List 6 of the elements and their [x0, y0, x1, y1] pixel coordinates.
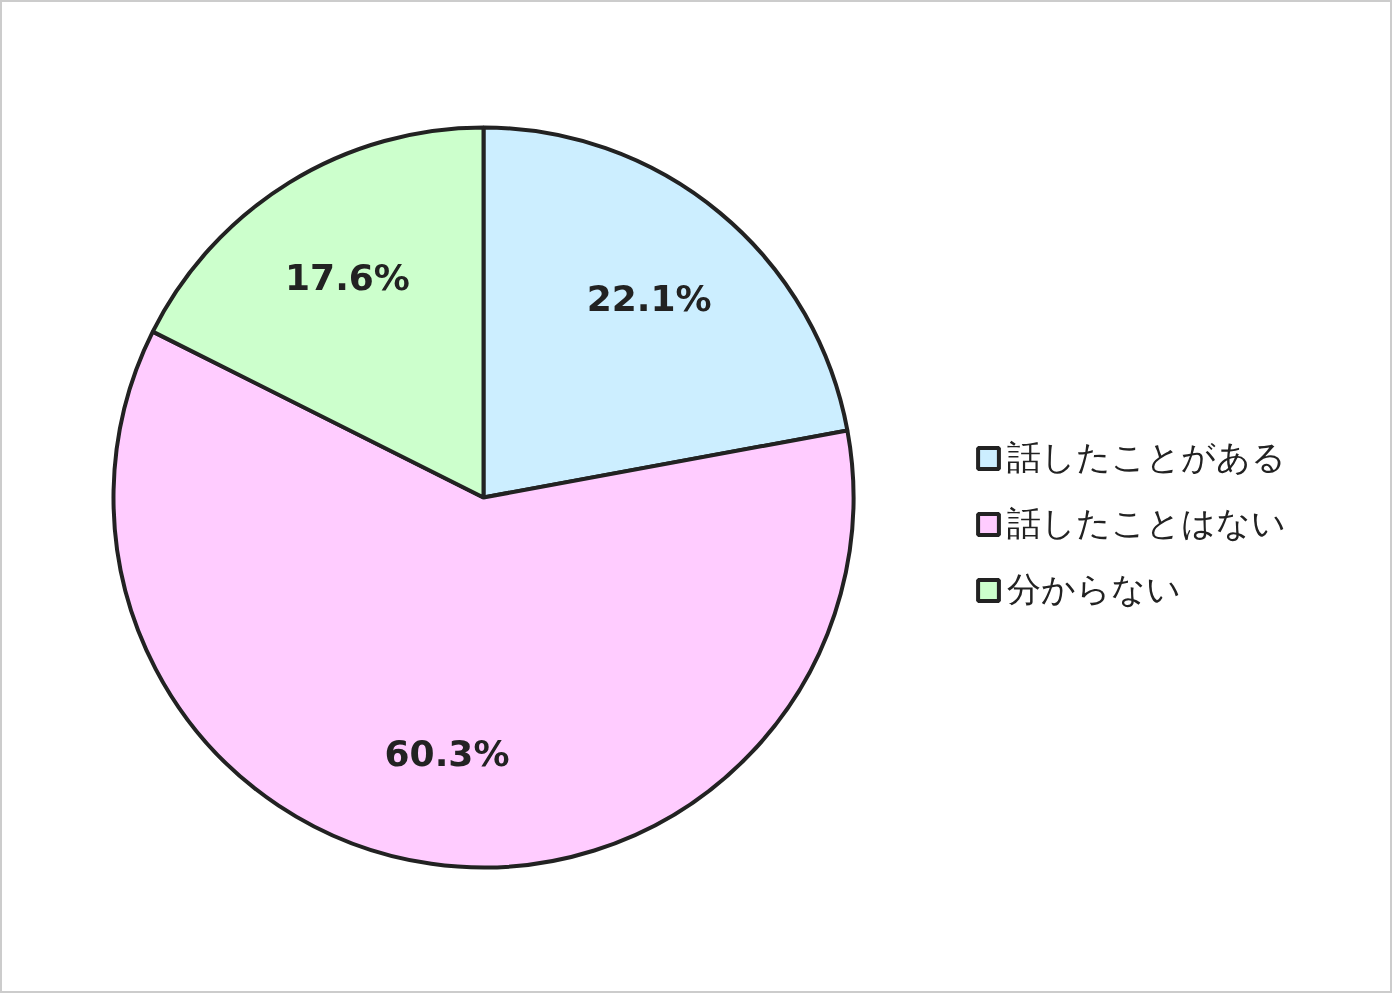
data-label: 22.1% [586, 277, 712, 319]
legend-label: 分からない [1007, 568, 1181, 611]
data-label: 17.6% [285, 256, 410, 298]
legend-label: 話したことがある [1007, 436, 1286, 479]
legend-label: 話したことはない [1007, 502, 1286, 545]
data-label: 60.3% [384, 733, 510, 775]
